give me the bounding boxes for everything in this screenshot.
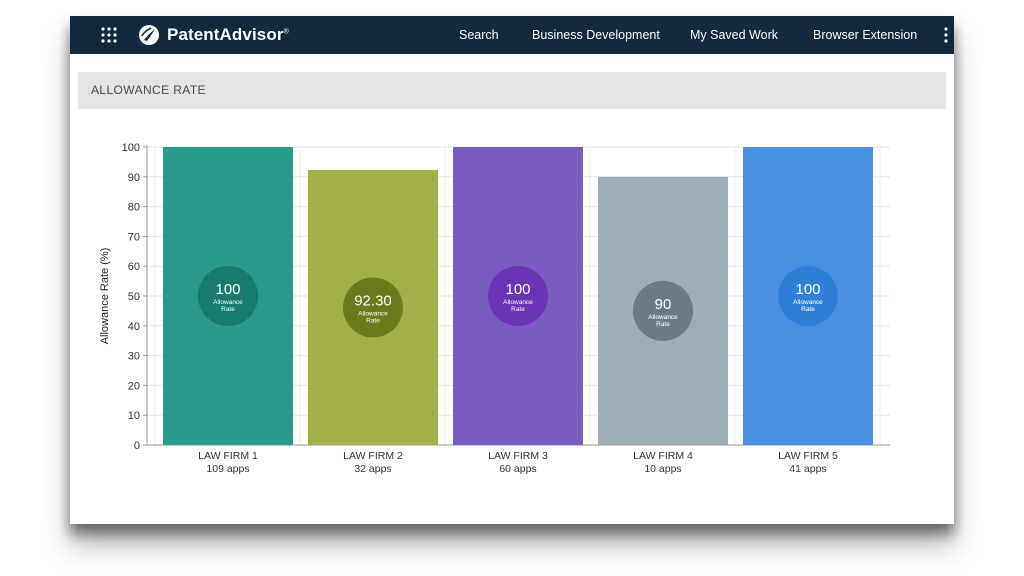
y-tick-label: 70 xyxy=(128,231,140,243)
y-tick-label: 40 xyxy=(128,321,140,333)
data-label: 90 xyxy=(655,296,672,313)
nav-browser-extension[interactable]: Browser Extension xyxy=(813,28,918,42)
section-title: ALLOWANCE RATE xyxy=(91,83,206,97)
value-badge xyxy=(343,277,403,338)
grid-menu-icon[interactable] xyxy=(101,27,117,43)
value-badge xyxy=(633,280,693,341)
x-tick-sublabel: 41 apps xyxy=(789,463,826,475)
x-tick-label: LAW FIRM 1 xyxy=(198,450,258,462)
nav-business-development[interactable]: Business Development xyxy=(532,28,660,42)
x-tick-sublabel: 109 apps xyxy=(206,463,249,475)
x-tick-label: LAW FIRM 5 xyxy=(778,450,838,462)
nav-search[interactable]: Search xyxy=(459,28,499,42)
top-navigation-bar: PatentAdvisor® Search Business Developme… xyxy=(70,16,954,54)
badge-caption: Rate xyxy=(511,306,525,313)
badge-caption: Rate xyxy=(221,306,235,313)
value-badge xyxy=(488,266,548,326)
y-tick-label: 50 xyxy=(128,291,140,303)
badge-caption: Rate xyxy=(366,317,380,324)
data-label: 100 xyxy=(215,281,240,298)
more-vertical-icon[interactable] xyxy=(942,27,950,43)
y-axis-title: Allowance Rate (%) xyxy=(99,248,111,345)
badge-caption: Rate xyxy=(656,321,670,328)
x-tick-sublabel: 60 apps xyxy=(499,463,536,475)
registered-mark: ® xyxy=(283,28,289,36)
nav-my-saved-work[interactable]: My Saved Work xyxy=(690,28,778,42)
y-tick-label: 30 xyxy=(128,351,140,363)
badge-caption: Allowance xyxy=(503,299,533,306)
data-label: 100 xyxy=(795,281,820,298)
y-tick-label: 90 xyxy=(128,172,140,184)
x-tick-label: LAW FIRM 3 xyxy=(488,450,548,462)
patentadvisor-logo-icon xyxy=(139,25,159,45)
badge-caption: Allowance xyxy=(358,310,388,317)
value-badge xyxy=(778,266,838,326)
data-label: 92.30 xyxy=(354,292,392,309)
app-window: PatentAdvisor® Search Business Developme… xyxy=(70,16,954,524)
badge-caption: Rate xyxy=(801,306,815,313)
x-tick-sublabel: 32 apps xyxy=(354,463,391,475)
x-tick-label: LAW FIRM 2 xyxy=(343,450,403,462)
section-header: ALLOWANCE RATE xyxy=(78,72,946,109)
y-tick-label: 80 xyxy=(128,202,140,214)
y-tick-label: 10 xyxy=(128,410,140,422)
allowance-rate-chart: 0 10 20 30 40 50 60 70 80 90 100 Allowance Rate (%)… xyxy=(99,142,890,475)
badge-caption: Allowance xyxy=(213,299,243,306)
brand-name: PatentAdvisor® xyxy=(167,25,289,44)
brand-logo[interactable]: PatentAdvisor® xyxy=(138,23,289,47)
value-badge xyxy=(198,266,258,326)
y-tick-label: 60 xyxy=(128,261,140,273)
y-tick-label: 100 xyxy=(122,142,140,154)
x-tick-sublabel: 10 apps xyxy=(644,463,681,475)
y-tick-label: 20 xyxy=(128,380,140,392)
data-label: 100 xyxy=(505,281,530,298)
y-tick-label: 0 xyxy=(134,440,140,452)
badge-caption: Allowance xyxy=(793,299,823,306)
x-tick-label: LAW FIRM 4 xyxy=(633,450,693,462)
badge-caption: Allowance xyxy=(648,314,678,321)
